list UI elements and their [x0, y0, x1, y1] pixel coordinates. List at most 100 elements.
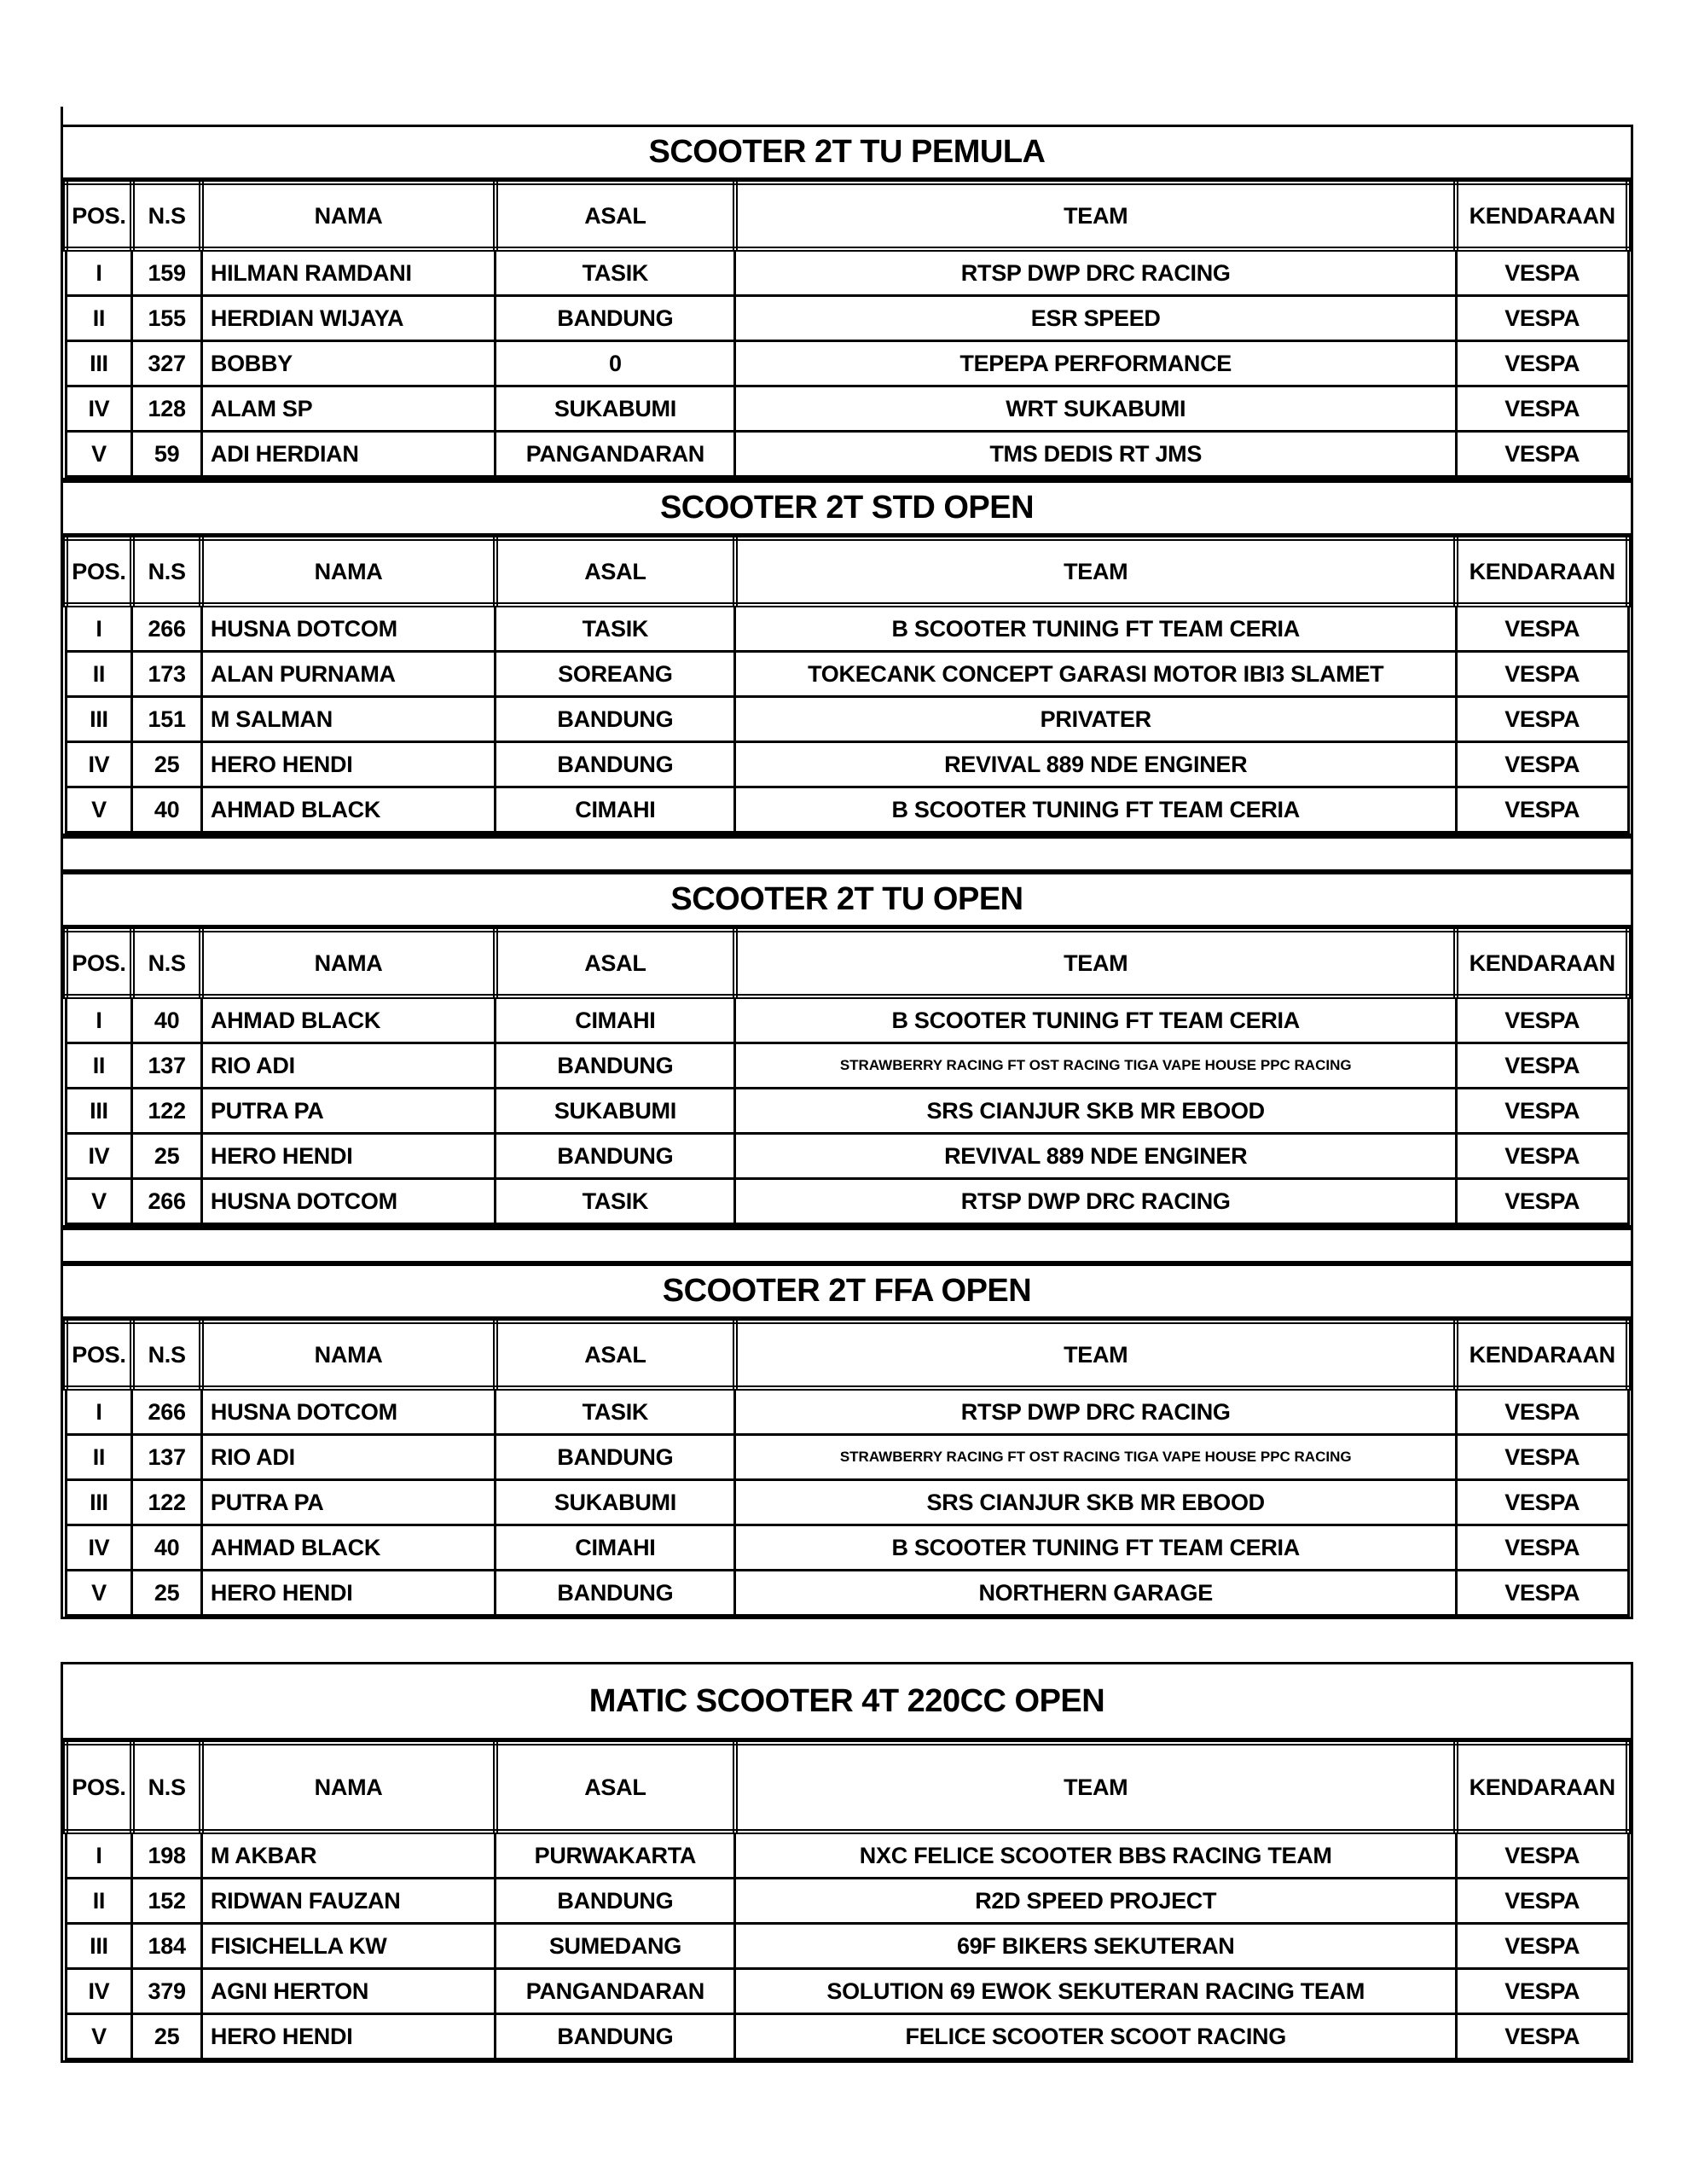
- header-row: POS. N.S NAMA ASAL TEAM KENDARAAN: [63, 927, 1631, 999]
- start-number-cell: 137: [130, 1433, 203, 1481]
- origin-cell: TASIK: [494, 1177, 737, 1225]
- header-row: POS. N.S NAMA ASAL TEAM KENDARAAN: [63, 1740, 1631, 1834]
- position-cell: V: [64, 1177, 134, 1225]
- result-row: I 266 HUSNA DOTCOM TASIK B SCOOTER TUNIN…: [64, 603, 1630, 653]
- start-number-cell: 137: [130, 1042, 203, 1089]
- team-cell: REVIVAL 889 NDE ENGINER: [733, 741, 1458, 788]
- team-cell: B SCOOTER TUNING FT TEAM CERIA: [733, 995, 1458, 1044]
- col-header-kendaraan: KENDARAAN: [1453, 1319, 1631, 1391]
- origin-cell: PANGANDARAN: [494, 430, 737, 478]
- origin-cell: SUKABUMI: [494, 1478, 737, 1526]
- col-header-ns: N.S: [129, 536, 205, 607]
- origin-cell: SUKABUMI: [494, 385, 737, 433]
- team-cell: SRS CIANJUR SKB MR EBOOD: [733, 1478, 1458, 1526]
- start-number-cell: 155: [130, 294, 203, 342]
- rider-name-cell: HERO HENDI: [200, 1132, 497, 1180]
- category-title: SCOOTER 2T FFA OPEN: [63, 1266, 1631, 1319]
- col-header-nama: NAMA: [199, 927, 498, 999]
- position-cell: II: [64, 1042, 134, 1089]
- team-cell: STRAWBERRY RACING FT OST RACING TIGA VAP…: [733, 1042, 1458, 1089]
- result-row: IV 128 ALAM SP SUKABUMI WRT SUKABUMI VES…: [64, 385, 1630, 433]
- rider-name-cell: ALAN PURNAMA: [200, 650, 497, 698]
- table-spacer: [61, 836, 1633, 872]
- vehicle-cell: VESPA: [1454, 340, 1630, 387]
- rider-name-cell: BOBBY: [200, 340, 497, 387]
- col-header-asal: ASAL: [492, 1319, 738, 1391]
- position-cell: III: [64, 1478, 134, 1526]
- position-cell: III: [64, 695, 134, 743]
- rider-name-cell: AHMAD BLACK: [200, 995, 497, 1044]
- race-category-section: SCOOTER 2T TU PEMULA POS. N.S NAMA ASAL …: [61, 125, 1633, 480]
- col-header-asal: ASAL: [492, 1740, 738, 1834]
- team-cell: R2D SPEED PROJECT: [733, 1877, 1458, 1925]
- col-header-pos: POS.: [63, 1319, 135, 1391]
- result-row: IV 25 HERO HENDI BANDUNG REVIVAL 889 NDE…: [64, 1132, 1630, 1180]
- vehicle-cell: VESPA: [1454, 1967, 1630, 2015]
- position-cell: V: [64, 786, 134, 834]
- vehicle-cell: VESPA: [1454, 1524, 1630, 1571]
- col-header-team: TEAM: [732, 180, 1459, 252]
- start-number-cell: 25: [130, 1569, 203, 1617]
- origin-cell: BANDUNG: [494, 2013, 737, 2060]
- rider-name-cell: HERDIAN WIJAYA: [200, 294, 497, 342]
- col-header-kendaraan: KENDARAAN: [1453, 536, 1631, 607]
- origin-cell: BANDUNG: [494, 1569, 737, 1617]
- start-number-cell: 151: [130, 695, 203, 743]
- team-cell: NXC FELICE SCOOTER BBS RACING TEAM: [733, 1830, 1458, 1879]
- team-cell: STRAWBERRY RACING FT OST RACING TIGA VAP…: [733, 1433, 1458, 1481]
- col-header-kendaraan: KENDARAAN: [1453, 1740, 1631, 1834]
- col-header-kendaraan: KENDARAAN: [1453, 180, 1631, 252]
- category-title: SCOOTER 2T TU OPEN: [63, 874, 1631, 927]
- col-header-nama: NAMA: [199, 1319, 498, 1391]
- position-cell: IV: [64, 741, 134, 788]
- category-title: SCOOTER 2T STD OPEN: [63, 483, 1631, 536]
- result-row: II 152 RIDWAN FAUZAN BANDUNG R2D SPEED P…: [64, 1877, 1630, 1925]
- col-header-pos: POS.: [63, 1740, 135, 1834]
- position-cell: II: [64, 294, 134, 342]
- race-results-document: SCOOTER 2T TU PEMULA POS. N.S NAMA ASAL …: [61, 107, 1633, 2063]
- rider-name-cell: M AKBAR: [200, 1830, 497, 1879]
- start-number-cell: 40: [130, 1524, 203, 1571]
- vehicle-cell: VESPA: [1454, 294, 1630, 342]
- vehicle-cell: VESPA: [1454, 1478, 1630, 1526]
- vehicle-cell: VESPA: [1454, 385, 1630, 433]
- team-cell: TEPEPA PERFORMANCE: [733, 340, 1458, 387]
- origin-cell: TASIK: [494, 603, 737, 653]
- header-row: POS. N.S NAMA ASAL TEAM KENDARAAN: [63, 1319, 1631, 1391]
- team-cell: RTSP DWP DRC RACING: [733, 1177, 1458, 1225]
- team-cell: PRIVATER: [733, 695, 1458, 743]
- rider-name-cell: PUTRA PA: [200, 1087, 497, 1135]
- position-cell: IV: [64, 385, 134, 433]
- position-cell: I: [64, 995, 134, 1044]
- team-cell: RTSP DWP DRC RACING: [733, 1386, 1458, 1436]
- results-table: POS. N.S NAMA ASAL TEAM KENDARAAN I 159 …: [63, 180, 1631, 478]
- rider-name-cell: PUTRA PA: [200, 1478, 497, 1526]
- vehicle-cell: VESPA: [1454, 1177, 1630, 1225]
- result-row: II 173 ALAN PURNAMA SOREANG TOKECANK CON…: [64, 650, 1630, 698]
- start-number-cell: 25: [130, 2013, 203, 2060]
- result-row: II 137 RIO ADI BANDUNG STRAWBERRY RACING…: [64, 1433, 1630, 1481]
- team-cell: 69F BIKERS SEKUTERAN: [733, 1922, 1458, 1970]
- team-cell: B SCOOTER TUNING FT TEAM CERIA: [733, 786, 1458, 834]
- team-cell: NORTHERN GARAGE: [733, 1569, 1458, 1617]
- col-header-kendaraan: KENDARAAN: [1453, 927, 1631, 999]
- position-cell: III: [64, 340, 134, 387]
- results-tables-container: SCOOTER 2T TU PEMULA POS. N.S NAMA ASAL …: [61, 125, 1633, 2063]
- result-row: III 122 PUTRA PA SUKABUMI SRS CIANJUR SK…: [64, 1478, 1630, 1526]
- start-number-cell: 379: [130, 1967, 203, 2015]
- start-number-cell: 59: [130, 430, 203, 478]
- col-header-asal: ASAL: [492, 180, 738, 252]
- rider-name-cell: RIO ADI: [200, 1433, 497, 1481]
- col-header-ns: N.S: [129, 180, 205, 252]
- rider-name-cell: HUSNA DOTCOM: [200, 1177, 497, 1225]
- start-number-cell: 266: [130, 1386, 203, 1436]
- origin-cell: TASIK: [494, 1386, 737, 1436]
- origin-cell: CIMAHI: [494, 1524, 737, 1571]
- origin-cell: CIMAHI: [494, 995, 737, 1044]
- col-header-team: TEAM: [732, 536, 1459, 607]
- origin-cell: BANDUNG: [494, 1877, 737, 1925]
- start-number-cell: 327: [130, 340, 203, 387]
- origin-cell: BANDUNG: [494, 741, 737, 788]
- position-cell: V: [64, 1569, 134, 1617]
- vehicle-cell: VESPA: [1454, 1830, 1630, 1879]
